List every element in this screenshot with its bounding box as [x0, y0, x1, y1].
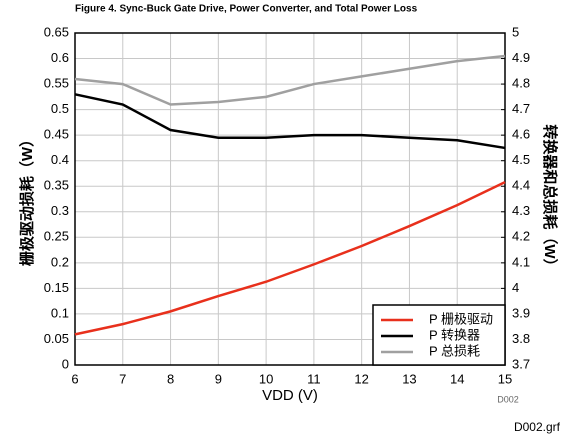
y2-tick-label: 3.9	[512, 305, 530, 320]
x-tick-label: 14	[450, 371, 464, 386]
x-tick-label: 15	[498, 371, 512, 386]
y2-tick-label: 4.3	[512, 203, 530, 218]
legend-label: P 栅极驱动	[429, 311, 493, 326]
y2-tick-label: 4.6	[512, 127, 530, 142]
chart-title: Figure 4. Sync-Buck Gate Drive, Power Co…	[75, 4, 418, 15]
series-line	[74, 54, 506, 106]
x-tick-label: 11	[307, 371, 321, 386]
y2-tick-label: 4	[512, 280, 519, 295]
x-tick-label: 7	[119, 371, 126, 386]
y2-tick-label: 4.9	[512, 50, 530, 65]
x-tick-label: 8	[167, 371, 174, 386]
annotation: D002	[497, 394, 519, 404]
y2-tick-label: 4.4	[512, 178, 530, 193]
y-tick-label: 0.5	[51, 101, 69, 116]
y-tick-label: 0.05	[44, 331, 69, 346]
x-tick-label: 13	[402, 371, 416, 386]
y2-tick-label: 4.5	[512, 152, 530, 167]
y-axis-label: 栅极驱动损耗（W）	[18, 132, 36, 266]
y2-axis-label: 转换器和总损耗（W）	[541, 124, 559, 273]
x-axis-label: VDD (V)	[262, 387, 318, 404]
y2-tick-label: 4.8	[512, 76, 530, 91]
y2-tick-label: 5	[512, 24, 519, 39]
x-tick-label: 9	[215, 371, 222, 386]
y-tick-label: 0.4	[51, 152, 69, 167]
y-tick-label: 0.1	[51, 305, 69, 320]
y-tick-label: 0	[62, 356, 69, 371]
y-tick-label: 0.6	[51, 50, 69, 65]
y-tick-label: 0.3	[51, 203, 69, 218]
y2-tick-label: 4.1	[512, 254, 530, 269]
y-tick-label: 0.55	[44, 76, 69, 91]
x-tick-label: 10	[259, 371, 273, 386]
y-tick-label: 0.45	[44, 127, 69, 142]
y-tick-label: 0.35	[44, 178, 69, 193]
plot-frame	[74, 32, 506, 366]
y2-tick-label: 4.2	[512, 229, 530, 244]
y-tick-label: 0.15	[44, 280, 69, 295]
series-line	[74, 93, 506, 150]
x-tick-label: 12	[354, 371, 368, 386]
y2-tick-label: 4.7	[512, 101, 530, 116]
legend-label: P 总损耗	[429, 343, 480, 358]
y2-tick-label: 3.8	[512, 331, 530, 346]
x-tick-label: 6	[71, 371, 78, 386]
y-tick-label: 0.25	[44, 229, 69, 244]
series-line	[74, 181, 506, 336]
y2-tick-label: 3.7	[512, 356, 530, 371]
legend-label: P 转换器	[429, 327, 480, 342]
y-tick-label: 0.2	[51, 254, 69, 269]
annotation: D002.grf	[514, 420, 561, 434]
y-tick-label: 0.65	[44, 24, 69, 39]
